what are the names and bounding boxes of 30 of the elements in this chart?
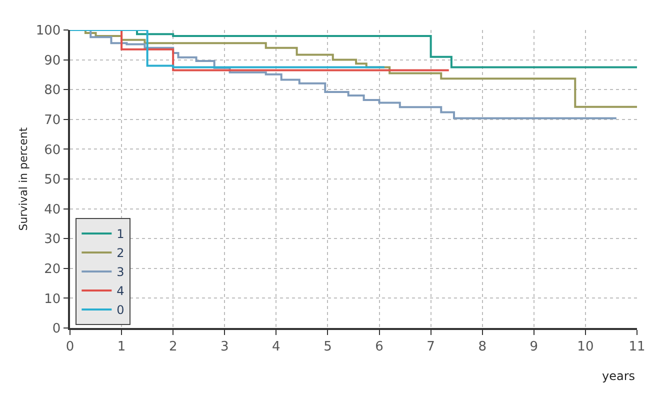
y-tick-label: 40 — [44, 202, 61, 218]
y-tick-label: 60 — [44, 142, 61, 158]
x-tick-label: 6 — [375, 339, 384, 354]
y-tick-label: 100 — [36, 24, 61, 39]
legend-label: 4 — [116, 284, 124, 298]
x-tick-label: 5 — [324, 339, 332, 354]
x-tick-label: 11 — [628, 339, 646, 354]
x-axis-title: years — [602, 369, 636, 383]
x-tick-label: 9 — [530, 339, 538, 354]
x-tick-label: 7 — [426, 339, 435, 354]
y-tick-label: 10 — [44, 292, 61, 307]
y-tick-label: 0 — [52, 322, 61, 337]
x-tick-label: 1 — [117, 339, 126, 354]
x-tick-label: 2 — [168, 339, 178, 354]
y-tick-label: 30 — [44, 232, 61, 248]
legend-label: 1 — [116, 227, 124, 242]
x-tick-label: 10 — [577, 339, 594, 354]
y-axis-title: Survival in percent — [16, 126, 30, 231]
y-tick-label: 80 — [44, 83, 61, 98]
legend-label: 2 — [116, 246, 124, 260]
x-tick-label: 3 — [220, 339, 229, 354]
x-tick-label: 4 — [272, 339, 280, 354]
y-tick-label: 70 — [44, 112, 61, 128]
x-tick-label: 8 — [478, 339, 486, 354]
y-tick-label: 20 — [44, 262, 61, 277]
legend-label: 0 — [116, 303, 124, 318]
y-tick-label: 90 — [44, 53, 61, 68]
legend-label: 3 — [116, 265, 124, 280]
y-tick-label: 50 — [44, 172, 61, 188]
x-tick-label: 0 — [66, 339, 74, 354]
